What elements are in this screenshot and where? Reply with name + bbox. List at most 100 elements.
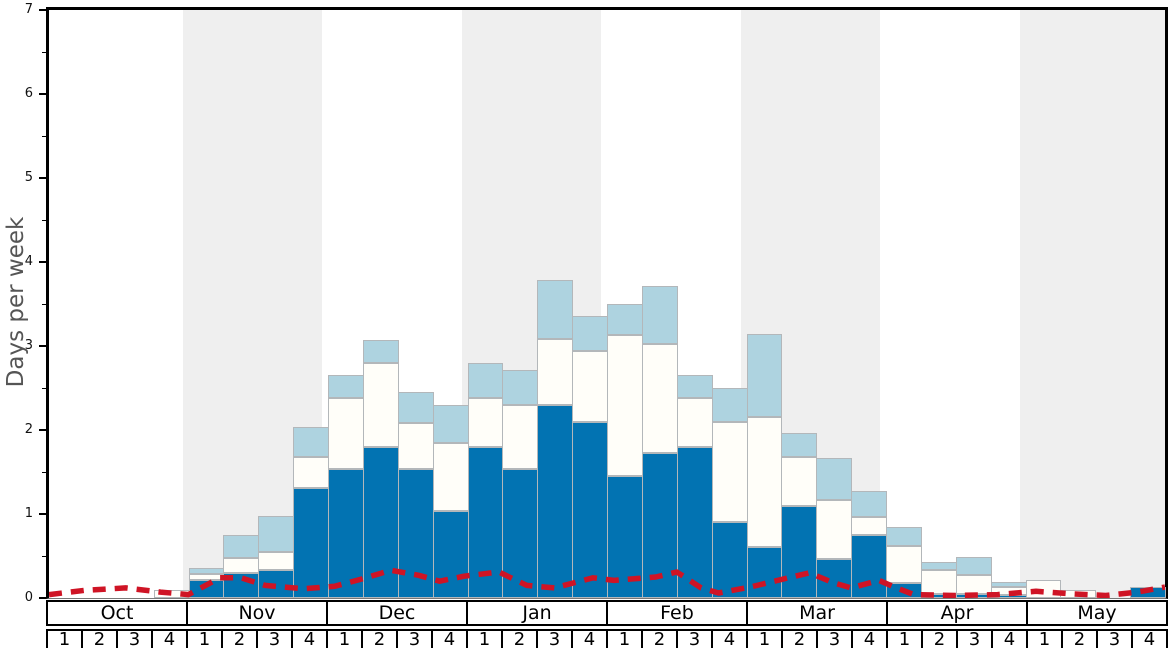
week-cell: 2 xyxy=(781,629,818,648)
y-tick-label: 5 xyxy=(24,170,33,185)
y-tick-label: 2 xyxy=(24,422,33,437)
y-major-tick xyxy=(39,513,46,515)
week-cell: 4 xyxy=(151,629,188,648)
y-tick-label: 6 xyxy=(24,86,33,101)
y-minor-tick xyxy=(42,471,46,473)
bar-segment-light-blue-days xyxy=(362,340,399,363)
week-cell: 2 xyxy=(501,629,538,648)
month-band xyxy=(1019,10,1165,598)
y-tick-label: 7 xyxy=(24,2,33,17)
month-axis-row: Oct Nov Dec Jan Feb Mar Apr May xyxy=(46,600,1168,626)
bar-segment-light-blue-days xyxy=(502,369,539,405)
month-cell-mar: Mar xyxy=(746,600,888,626)
bar-segment-light-blue-days xyxy=(572,315,608,352)
week-cell: 3 xyxy=(676,629,713,648)
y-major-tick xyxy=(39,177,46,179)
bar-segment-white-days xyxy=(572,351,608,422)
week-cell: 1 xyxy=(746,629,783,648)
bar-segment-light-blue-days xyxy=(886,527,922,546)
month-cell-nov: Nov xyxy=(186,600,328,626)
week-cell: 3 xyxy=(396,629,433,648)
y-major-tick xyxy=(39,261,46,263)
week-cell: 2 xyxy=(921,629,958,648)
y-axis: 0 1 2 3 4 5 6 7 xyxy=(0,0,46,648)
y-major-tick xyxy=(39,429,46,431)
week-cell: 1 xyxy=(466,629,503,648)
y-major-tick xyxy=(39,597,46,599)
y-minor-tick xyxy=(42,51,46,53)
y-major-tick xyxy=(39,345,46,347)
bar-segment-white-days xyxy=(328,398,364,470)
week-cell: 4 xyxy=(851,629,888,648)
bar-segment-dark-blue-days xyxy=(293,487,329,598)
bar-segment-white-days xyxy=(397,423,434,470)
bar-segment-dark-blue-days xyxy=(572,421,608,598)
week-cell: 1 xyxy=(886,629,923,648)
bar-segment-light-blue-days xyxy=(746,334,783,417)
month-cell-may: May xyxy=(1026,600,1168,626)
week-cell: 3 xyxy=(816,629,853,648)
week-cell: 1 xyxy=(1026,629,1063,648)
bar-segment-white-days xyxy=(467,398,504,447)
bar-segment-white-days xyxy=(607,335,643,477)
week-cell: 1 xyxy=(326,629,363,648)
y-tick-label: 1 xyxy=(24,506,33,521)
week-cell: 4 xyxy=(291,629,328,648)
y-minor-tick xyxy=(42,387,46,389)
week-cell: 1 xyxy=(606,629,643,648)
week-cell: 3 xyxy=(256,629,293,648)
month-cell-jan: Jan xyxy=(466,600,608,626)
bar-segment-light-blue-days xyxy=(397,392,434,424)
week-cell: 2 xyxy=(361,629,398,648)
week-cell: 2 xyxy=(1061,629,1098,648)
week-cell: 1 xyxy=(46,629,83,648)
bar-segment-white-days xyxy=(641,344,678,453)
y-tick-label: 4 xyxy=(24,254,33,269)
week-cell: 4 xyxy=(431,629,468,648)
week-cell: 1 xyxy=(186,629,223,648)
bar-segment-dark-blue-days xyxy=(223,572,260,598)
bar-segment-light-blue-days xyxy=(432,404,469,444)
bar-segment-light-blue-days xyxy=(676,375,713,399)
y-tick-label: 3 xyxy=(24,338,33,353)
y-major-tick xyxy=(39,93,46,95)
y-minor-tick xyxy=(42,219,46,221)
week-cell: 2 xyxy=(81,629,118,648)
bar-segment-dark-blue-days xyxy=(746,546,783,598)
week-cell: 3 xyxy=(116,629,153,648)
month-cell-oct: Oct xyxy=(46,600,188,626)
week-cell: 4 xyxy=(991,629,1028,648)
bar-segment-light-blue-days xyxy=(816,457,853,500)
week-cell: 3 xyxy=(1096,629,1133,648)
bar-segment-white-days xyxy=(746,416,783,547)
y-major-tick xyxy=(39,9,46,11)
week-cell: 4 xyxy=(711,629,748,648)
bar-segment-light-blue-days xyxy=(537,279,574,340)
bar-segment-light-blue-days xyxy=(955,556,992,576)
y-minor-tick xyxy=(42,303,46,305)
bar-segment-dark-blue-days xyxy=(711,522,748,598)
week-cell: 2 xyxy=(641,629,678,648)
bar-segment-dark-blue-days xyxy=(328,469,364,598)
bar-segment-light-blue-days xyxy=(711,388,748,422)
week-cell: 3 xyxy=(956,629,993,648)
bar-segment-light-blue-days xyxy=(781,433,818,457)
week-cell: 2 xyxy=(221,629,258,648)
plot-area xyxy=(46,7,1168,599)
bar-segment-white-days xyxy=(711,421,748,523)
month-cell-dec: Dec xyxy=(326,600,468,626)
y-minor-tick xyxy=(42,135,46,137)
bar-segment-light-blue-days xyxy=(467,362,504,399)
week-cell: 4 xyxy=(1131,629,1168,648)
week-cell: 4 xyxy=(571,629,608,648)
red-dashed-line xyxy=(49,567,1165,598)
month-cell-feb: Feb xyxy=(606,600,748,626)
bar-segment-white-days xyxy=(781,456,818,506)
y-tick-label: 0 xyxy=(24,590,33,605)
week-cell: 3 xyxy=(536,629,573,648)
bar-segment-white-days xyxy=(502,404,539,470)
bar-segment-light-blue-days xyxy=(641,285,678,345)
bar-segment-white-days xyxy=(851,516,887,535)
